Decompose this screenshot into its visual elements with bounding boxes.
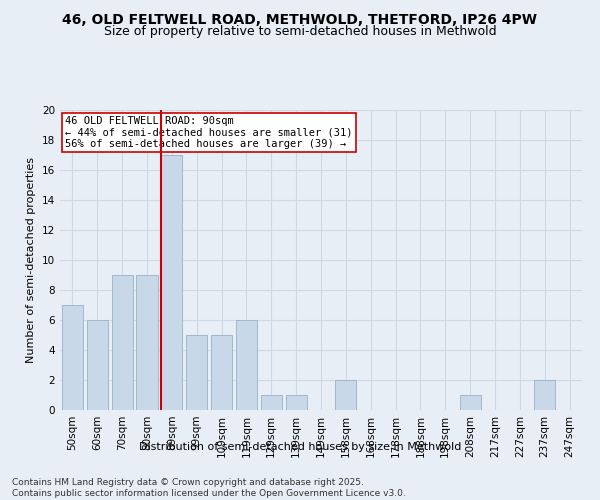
Text: 46, OLD FELTWELL ROAD, METHWOLD, THETFORD, IP26 4PW: 46, OLD FELTWELL ROAD, METHWOLD, THETFOR… bbox=[62, 12, 538, 26]
Bar bbox=[534, 380, 555, 410]
Bar bbox=[62, 305, 83, 410]
Text: Size of property relative to semi-detached houses in Methwold: Size of property relative to semi-detach… bbox=[104, 25, 496, 38]
Bar bbox=[261, 395, 282, 410]
Text: Distribution of semi-detached houses by size in Methwold: Distribution of semi-detached houses by … bbox=[139, 442, 461, 452]
Bar bbox=[211, 335, 232, 410]
Text: Contains HM Land Registry data © Crown copyright and database right 2025.
Contai: Contains HM Land Registry data © Crown c… bbox=[12, 478, 406, 498]
Bar bbox=[335, 380, 356, 410]
Text: 46 OLD FELTWELL ROAD: 90sqm
← 44% of semi-detached houses are smaller (31)
56% o: 46 OLD FELTWELL ROAD: 90sqm ← 44% of sem… bbox=[65, 116, 353, 149]
Bar bbox=[136, 275, 158, 410]
Bar bbox=[236, 320, 257, 410]
Bar bbox=[161, 155, 182, 410]
Bar bbox=[286, 395, 307, 410]
Y-axis label: Number of semi-detached properties: Number of semi-detached properties bbox=[26, 157, 37, 363]
Bar bbox=[186, 335, 207, 410]
Bar bbox=[112, 275, 133, 410]
Bar bbox=[460, 395, 481, 410]
Bar bbox=[87, 320, 108, 410]
